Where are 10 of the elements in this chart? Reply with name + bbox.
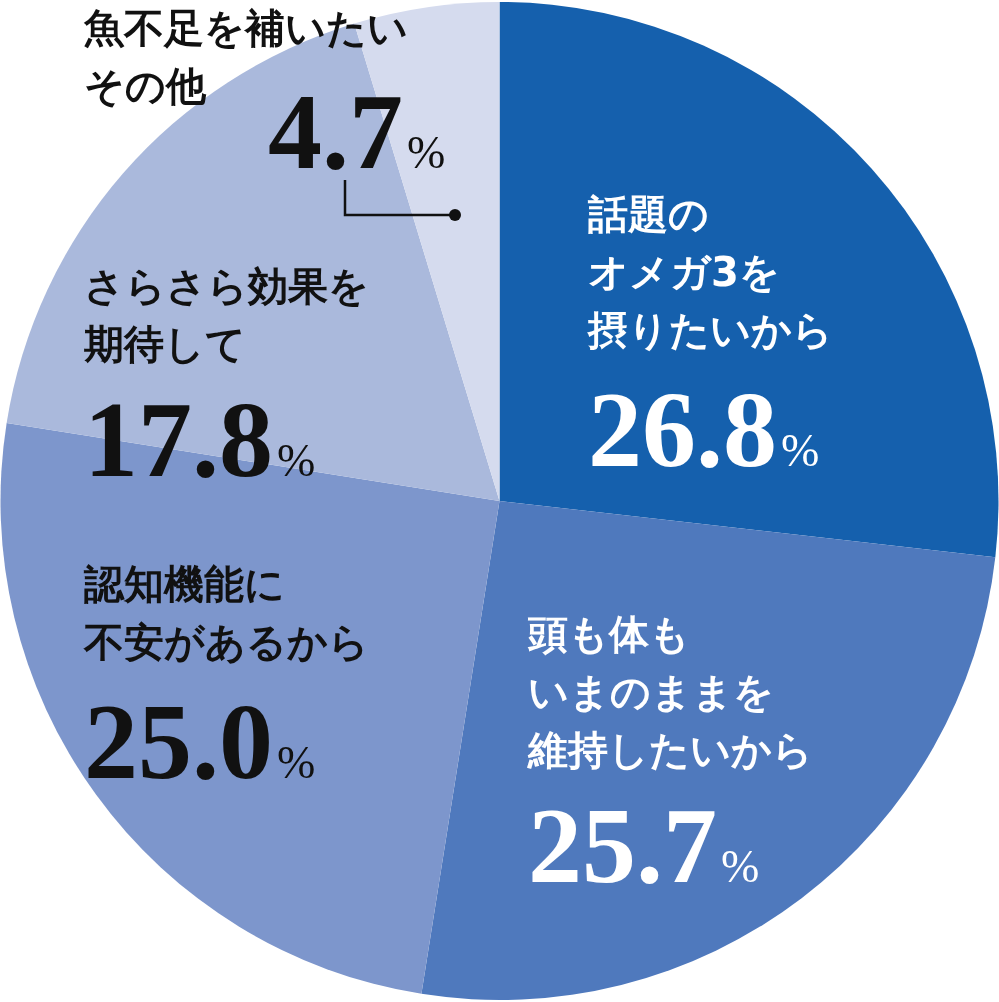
pie-slice	[499, 2, 999, 558]
data-label: 17.8%	[84, 380, 316, 499]
data-label: 25.0%	[84, 682, 316, 801]
slice-label: 話題のオメガ3を摂りたいから	[587, 191, 833, 353]
data-label: 26.8%	[588, 370, 820, 489]
data-label: 25.7%	[528, 786, 760, 905]
slice-label: 認知機能に不安があるから	[83, 561, 369, 665]
slice-label: 頭も体もいまのままを維持したいから	[527, 611, 813, 773]
slice-label: さらさら効果を期待して	[83, 263, 369, 367]
pie-slice	[421, 501, 996, 1000]
